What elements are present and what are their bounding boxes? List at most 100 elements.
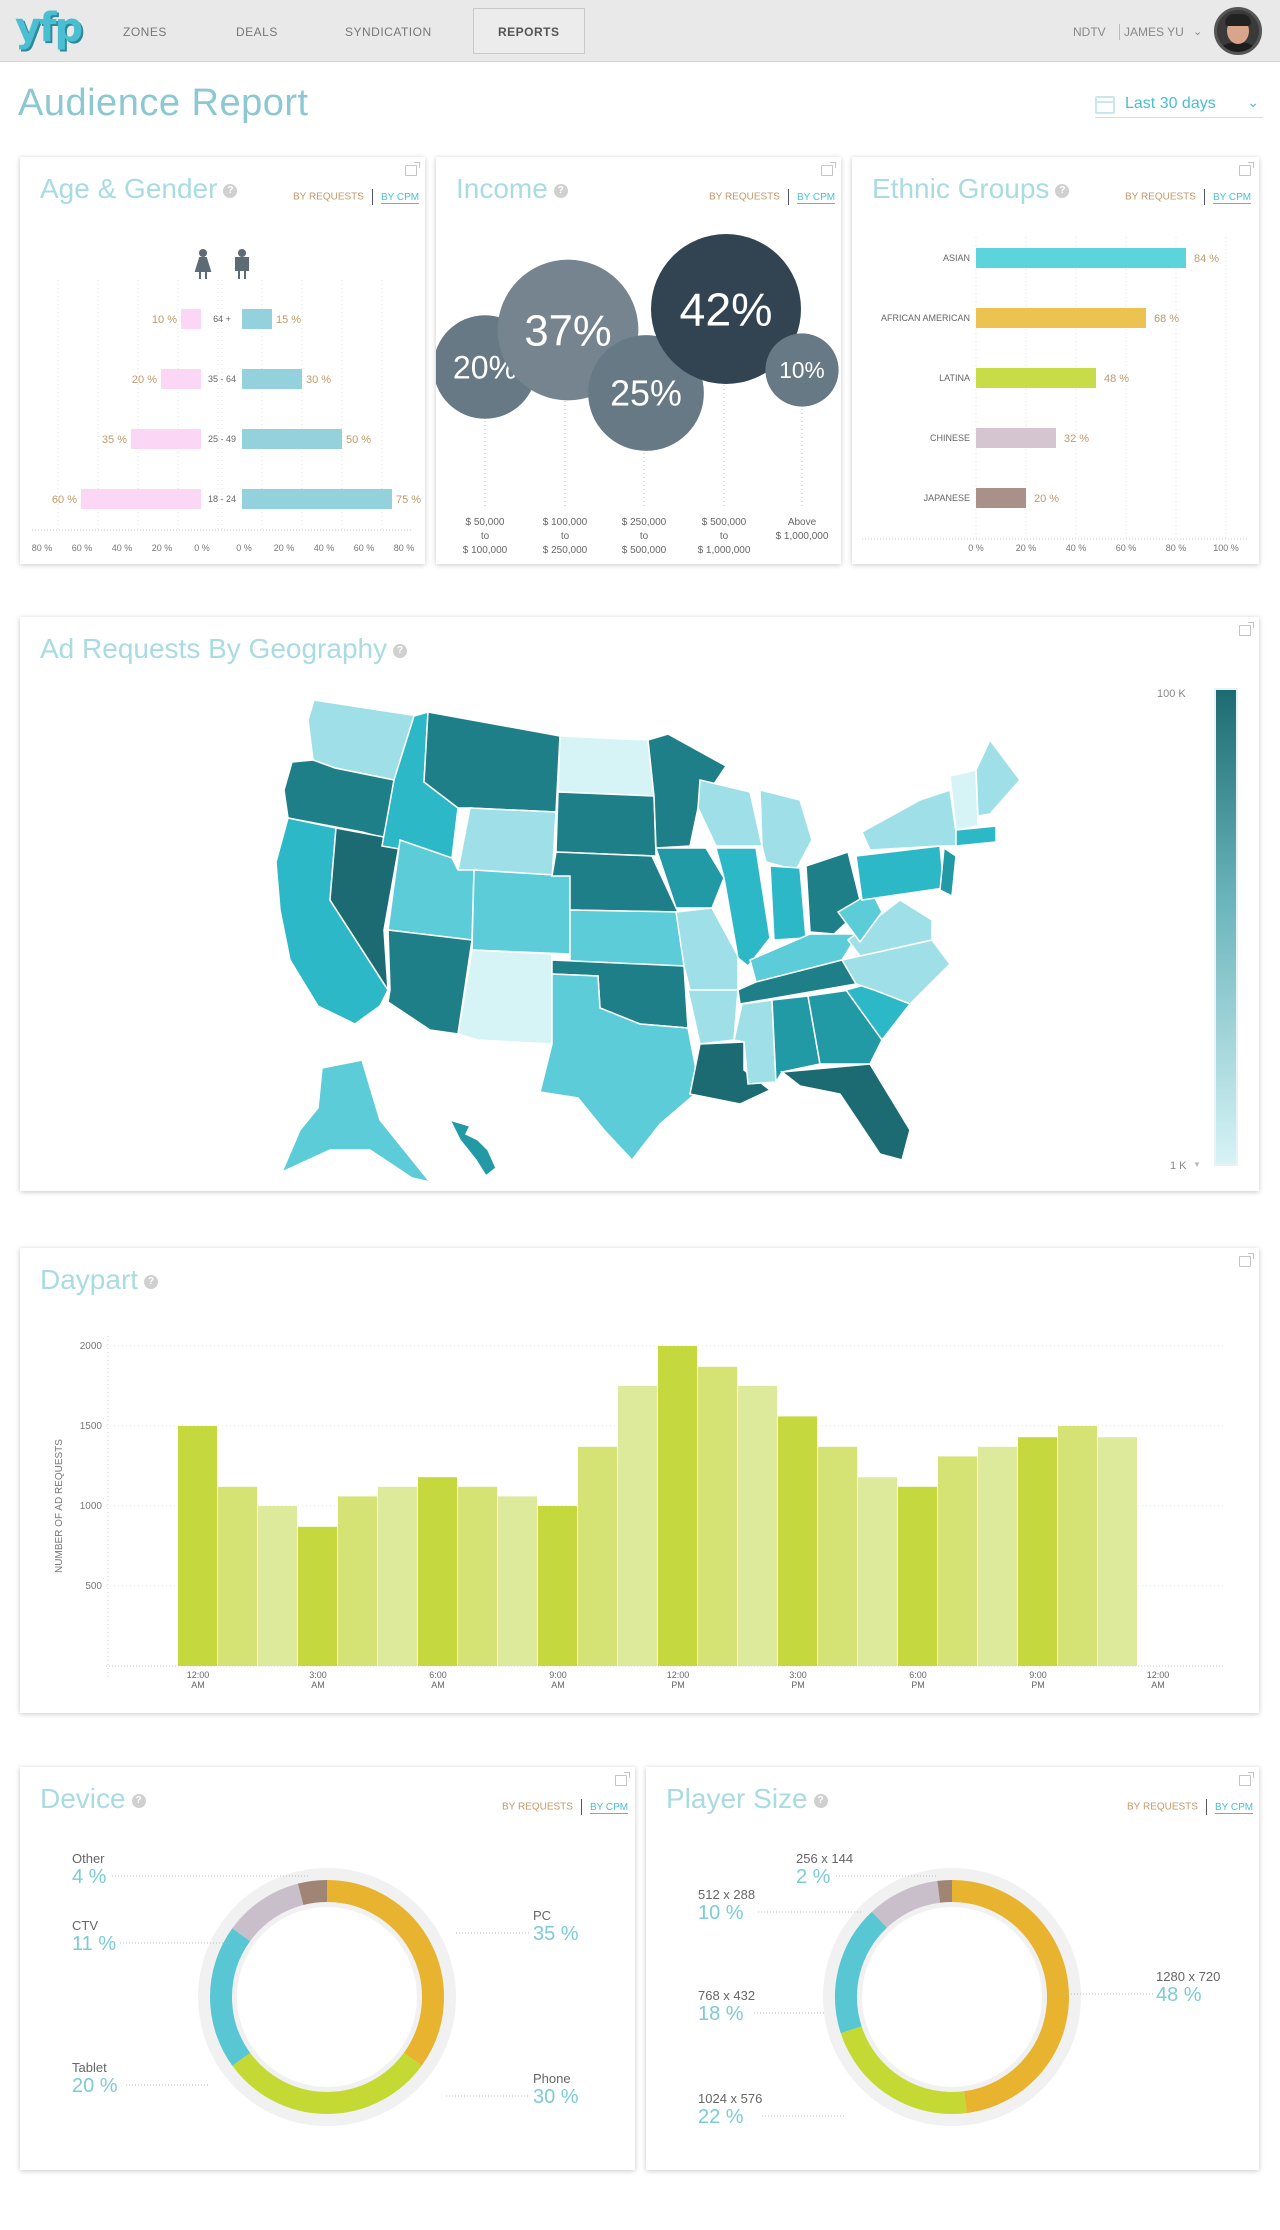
x-tick-label: PM <box>911 1680 925 1690</box>
ethnic-label: CHINESE <box>930 433 970 443</box>
help-icon[interactable]: ? <box>1055 183 1070 198</box>
chevron-down-icon[interactable]: ⌄ <box>1193 26 1203 38</box>
daypart-bar <box>1018 1437 1057 1666</box>
state-maine <box>975 738 1021 817</box>
help-icon[interactable]: ? <box>223 183 238 198</box>
state-illinois <box>715 847 771 968</box>
donut-segment <box>871 1880 941 1928</box>
male-icon <box>238 249 246 257</box>
account-name[interactable]: NDTV <box>1073 25 1106 39</box>
donut-segment <box>232 2052 422 2114</box>
by-requests-toggle[interactable]: BY REQUESTS <box>1125 191 1196 203</box>
calendar-icon <box>1095 96 1115 114</box>
daypart-card: Daypart? 2000 1500 1000 500 NUMBER OF AD REQ… <box>20 1248 1259 1713</box>
ethnic-label: ASIAN <box>943 253 970 263</box>
help-icon[interactable]: ? <box>813 1793 828 1808</box>
help-icon[interactable]: ? <box>393 643 408 658</box>
nav-reports[interactable]: REPORTS <box>473 8 585 54</box>
daypart-bar <box>858 1477 897 1666</box>
state-new-mexico <box>457 949 553 1045</box>
metric-toggle: BY REQUESTS BY CPM <box>293 189 420 205</box>
male-value: 75 % <box>396 494 421 506</box>
segment-label: 768 x 432 <box>698 1988 755 2003</box>
by-cpm-toggle[interactable]: BY CPM <box>1212 191 1252 204</box>
by-requests-toggle[interactable]: BY REQUESTS <box>1127 1801 1198 1813</box>
bubble-value: 25% <box>610 374 682 414</box>
x-tick-label: AM <box>1151 1680 1165 1690</box>
by-requests-toggle[interactable]: BY REQUESTS <box>709 191 780 203</box>
donut-segment <box>326 1880 444 2066</box>
nav-divider <box>1119 24 1120 40</box>
segment-label: PC <box>533 1908 551 1923</box>
tick-label: 60 % <box>72 543 93 553</box>
daypart-chart: 2000 1500 1000 500 NUMBER OF AD REQUESTS 12:0… <box>54 1336 1225 1690</box>
income-category-label: $ 250,000 <box>622 517 667 528</box>
female-value: 35 % <box>102 434 127 446</box>
bubble-value: 37% <box>524 306 611 355</box>
income-category-label: $ 1,000,000 <box>698 545 751 556</box>
metric-toggle: BY REQUESTS BY CPM <box>1127 1799 1254 1815</box>
by-cpm-toggle[interactable]: BY CPM <box>380 191 420 204</box>
y-axis-label: NUMBER OF AD REQUESTS <box>54 1439 65 1573</box>
state-virginia <box>846 899 933 957</box>
share-icon[interactable] <box>1239 162 1254 176</box>
female-bar <box>161 369 201 389</box>
card-title: Age & Gender? <box>40 173 238 205</box>
ethnic-groups-card: Ethnic Groups? BY REQUESTS BY CPM 0 % 20 %… <box>852 157 1259 564</box>
state-hawaii <box>448 1118 497 1178</box>
x-tick-label: AM <box>191 1680 205 1690</box>
x-tick-label: PM <box>791 1680 805 1690</box>
income-title: Income <box>456 173 548 204</box>
card-title: Ad Requests By Geography? <box>40 633 408 665</box>
segment-label: Phone <box>533 2071 571 2086</box>
income-category-label: $ 1,000,000 <box>776 531 829 542</box>
share-icon[interactable] <box>1239 1772 1254 1786</box>
income-category-label: $ 100,000 <box>463 545 508 556</box>
by-cpm-toggle[interactable]: BY CPM <box>1214 1801 1254 1814</box>
by-requests-toggle[interactable]: BY REQUESTS <box>502 1801 573 1813</box>
nav-syndication[interactable]: SYNDICATION <box>345 25 432 39</box>
income-bubble <box>651 234 801 384</box>
segment-label: Tablet <box>72 2060 107 2075</box>
daypart-bar <box>458 1486 497 1666</box>
us-map <box>275 699 1021 1184</box>
tick-label: 40 % <box>314 543 335 553</box>
daypart-bar <box>938 1456 977 1666</box>
female-value: 20 % <box>132 374 157 386</box>
device-card: Device? BY REQUESTS BY CPM PC 35 % Phone 30 … <box>20 1767 635 2170</box>
male-value: 50 % <box>346 434 371 446</box>
share-icon[interactable] <box>1239 622 1254 636</box>
share-icon[interactable] <box>1239 1253 1254 1267</box>
share-icon[interactable] <box>615 1772 630 1786</box>
nav-zones[interactable]: ZONES <box>123 25 167 39</box>
tick-label: 0 % <box>968 543 984 553</box>
ethnic-label: JAPANESE <box>924 493 970 503</box>
share-icon[interactable] <box>405 162 420 176</box>
tick-label: 20 % <box>1016 543 1037 553</box>
share-icon[interactable] <box>821 162 836 176</box>
age-label: 18 - 24 <box>208 494 236 504</box>
age-label: 25 - 49 <box>208 434 236 444</box>
by-cpm-toggle[interactable]: BY CPM <box>796 191 836 204</box>
x-tick-label: 6:00 <box>429 1670 447 1680</box>
date-range-value: Last 30 days <box>1125 95 1216 112</box>
avatar[interactable] <box>1214 7 1262 55</box>
age-label: 64 + <box>213 314 231 324</box>
device-title: Device <box>40 1783 126 1814</box>
user-name[interactable]: JAMES YU <box>1124 25 1184 39</box>
state-new-york <box>861 789 959 851</box>
segment-value: 30 % <box>533 2086 579 2108</box>
yfp-logo[interactable]: yfp <box>15 5 83 51</box>
donut-segment <box>297 1880 328 1906</box>
help-icon[interactable]: ? <box>144 1274 159 1289</box>
help-icon[interactable]: ? <box>131 1793 146 1808</box>
date-range-select[interactable]: Last 30 days ⌄ <box>1095 94 1263 118</box>
by-cpm-toggle[interactable]: BY CPM <box>589 1801 629 1814</box>
ethnic-value: 48 % <box>1104 373 1129 385</box>
metric-toggle: BY REQUESTS BY CPM <box>502 1799 629 1815</box>
by-requests-toggle[interactable]: BY REQUESTS <box>293 191 364 203</box>
nav-deals[interactable]: DEALS <box>236 25 278 39</box>
state-pennsylvania <box>855 845 945 901</box>
help-icon[interactable]: ? <box>553 183 568 198</box>
metric-toggle: BY REQUESTS BY CPM <box>1125 189 1252 205</box>
